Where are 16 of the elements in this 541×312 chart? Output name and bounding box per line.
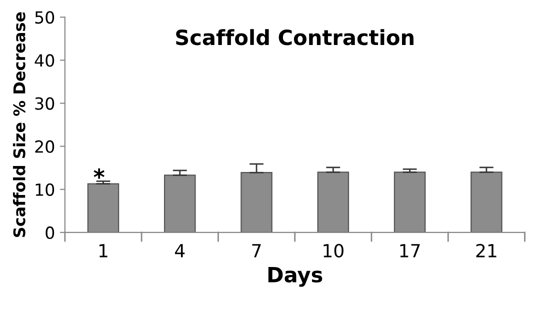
y-tick-label: 50 [35,11,54,24]
chart-title: Scaffold Contraction [176,29,414,46]
y-tick-label: 10 [36,183,54,196]
y-tick-label: 40 [34,54,54,67]
x-tick-label: 1 [99,244,108,258]
x-tick-label: 4 [175,244,185,258]
y-tick-label: 0 [46,226,54,240]
x-tick-label: 21 [476,244,496,258]
annotation: * [94,168,104,179]
y-tick-label: 30 [35,97,54,110]
x-tick-label: 7 [252,244,261,258]
y-axis-title: Scaffold Size % Decrease [12,12,26,238]
x-tick-label: 17 [400,244,420,258]
x-tick-label: 10 [324,244,344,258]
x-axis-title: Days [268,267,322,287]
y-tick-label: 20 [35,140,54,153]
